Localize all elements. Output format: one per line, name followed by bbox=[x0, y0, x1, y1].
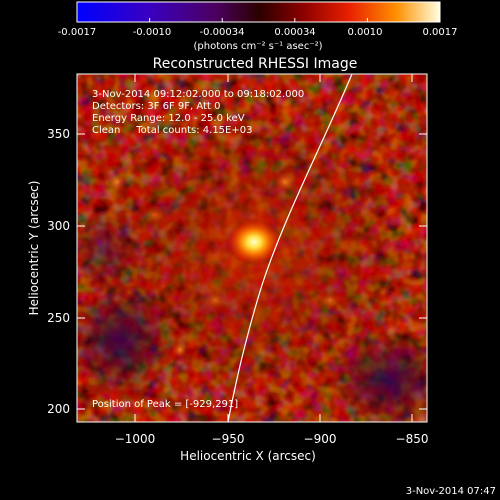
colorbar-tick-label: -0.0017 bbox=[58, 27, 97, 38]
colorbar-tick-label: -0.00034 bbox=[200, 27, 245, 38]
info-time-range: 3-Nov-2014 09:12:02.000 to 09:18:02.000 bbox=[92, 89, 304, 100]
y-tick-label: 200 bbox=[47, 402, 70, 416]
colorbar-units: (photons cm⁻² s⁻¹ asec⁻²) bbox=[193, 41, 322, 52]
x-tick-label: −900 bbox=[304, 432, 337, 446]
x-tick-label: −950 bbox=[212, 432, 245, 446]
x-axis-label: Heliocentric X (arcsec) bbox=[180, 449, 316, 463]
info-energy-range: Energy Range: 12.0 - 25.0 keV bbox=[92, 113, 245, 124]
solar-limb bbox=[227, 74, 353, 422]
colorbar: -0.0017 -0.0010 -0.00034 0.00034 0.0010 … bbox=[58, 1, 458, 52]
axis-ticks bbox=[77, 74, 427, 422]
y-tick-label: 300 bbox=[47, 219, 70, 233]
y-axis-label: Heliocentric Y (arcsec) bbox=[27, 181, 41, 316]
plot-title: Reconstructed RHESSI Image bbox=[153, 56, 358, 72]
rhessi-image bbox=[77, 74, 427, 422]
info-detectors: Detectors: 3F 6F 9F, Att 0 bbox=[92, 101, 220, 112]
colorbar-tick-label: 0.00034 bbox=[274, 27, 315, 38]
colorbar-gradient bbox=[76, 1, 441, 23]
footer-timestamp: 3-Nov-2014 07:47 bbox=[406, 486, 496, 497]
colorbar-ticks bbox=[76, 18, 441, 22]
peak-position: Position of Peak = [-929,291] bbox=[92, 399, 238, 410]
y-tick-label: 350 bbox=[47, 127, 70, 141]
y-tick-label: 250 bbox=[47, 311, 70, 325]
x-tick-label: −850 bbox=[396, 432, 429, 446]
x-tick-label: −1000 bbox=[115, 432, 156, 446]
colorbar-tick-label: 0.0010 bbox=[348, 27, 383, 38]
observation-info: 3-Nov-2014 09:12:02.000 to 09:18:02.000 … bbox=[92, 89, 304, 136]
colorbar-tick-label: 0.0017 bbox=[423, 27, 458, 38]
info-clean-counts: Clean Total counts: 4.15E+03 bbox=[92, 125, 252, 136]
colorbar-tick-label: -0.0010 bbox=[133, 27, 172, 38]
plot-frame bbox=[76, 73, 428, 423]
